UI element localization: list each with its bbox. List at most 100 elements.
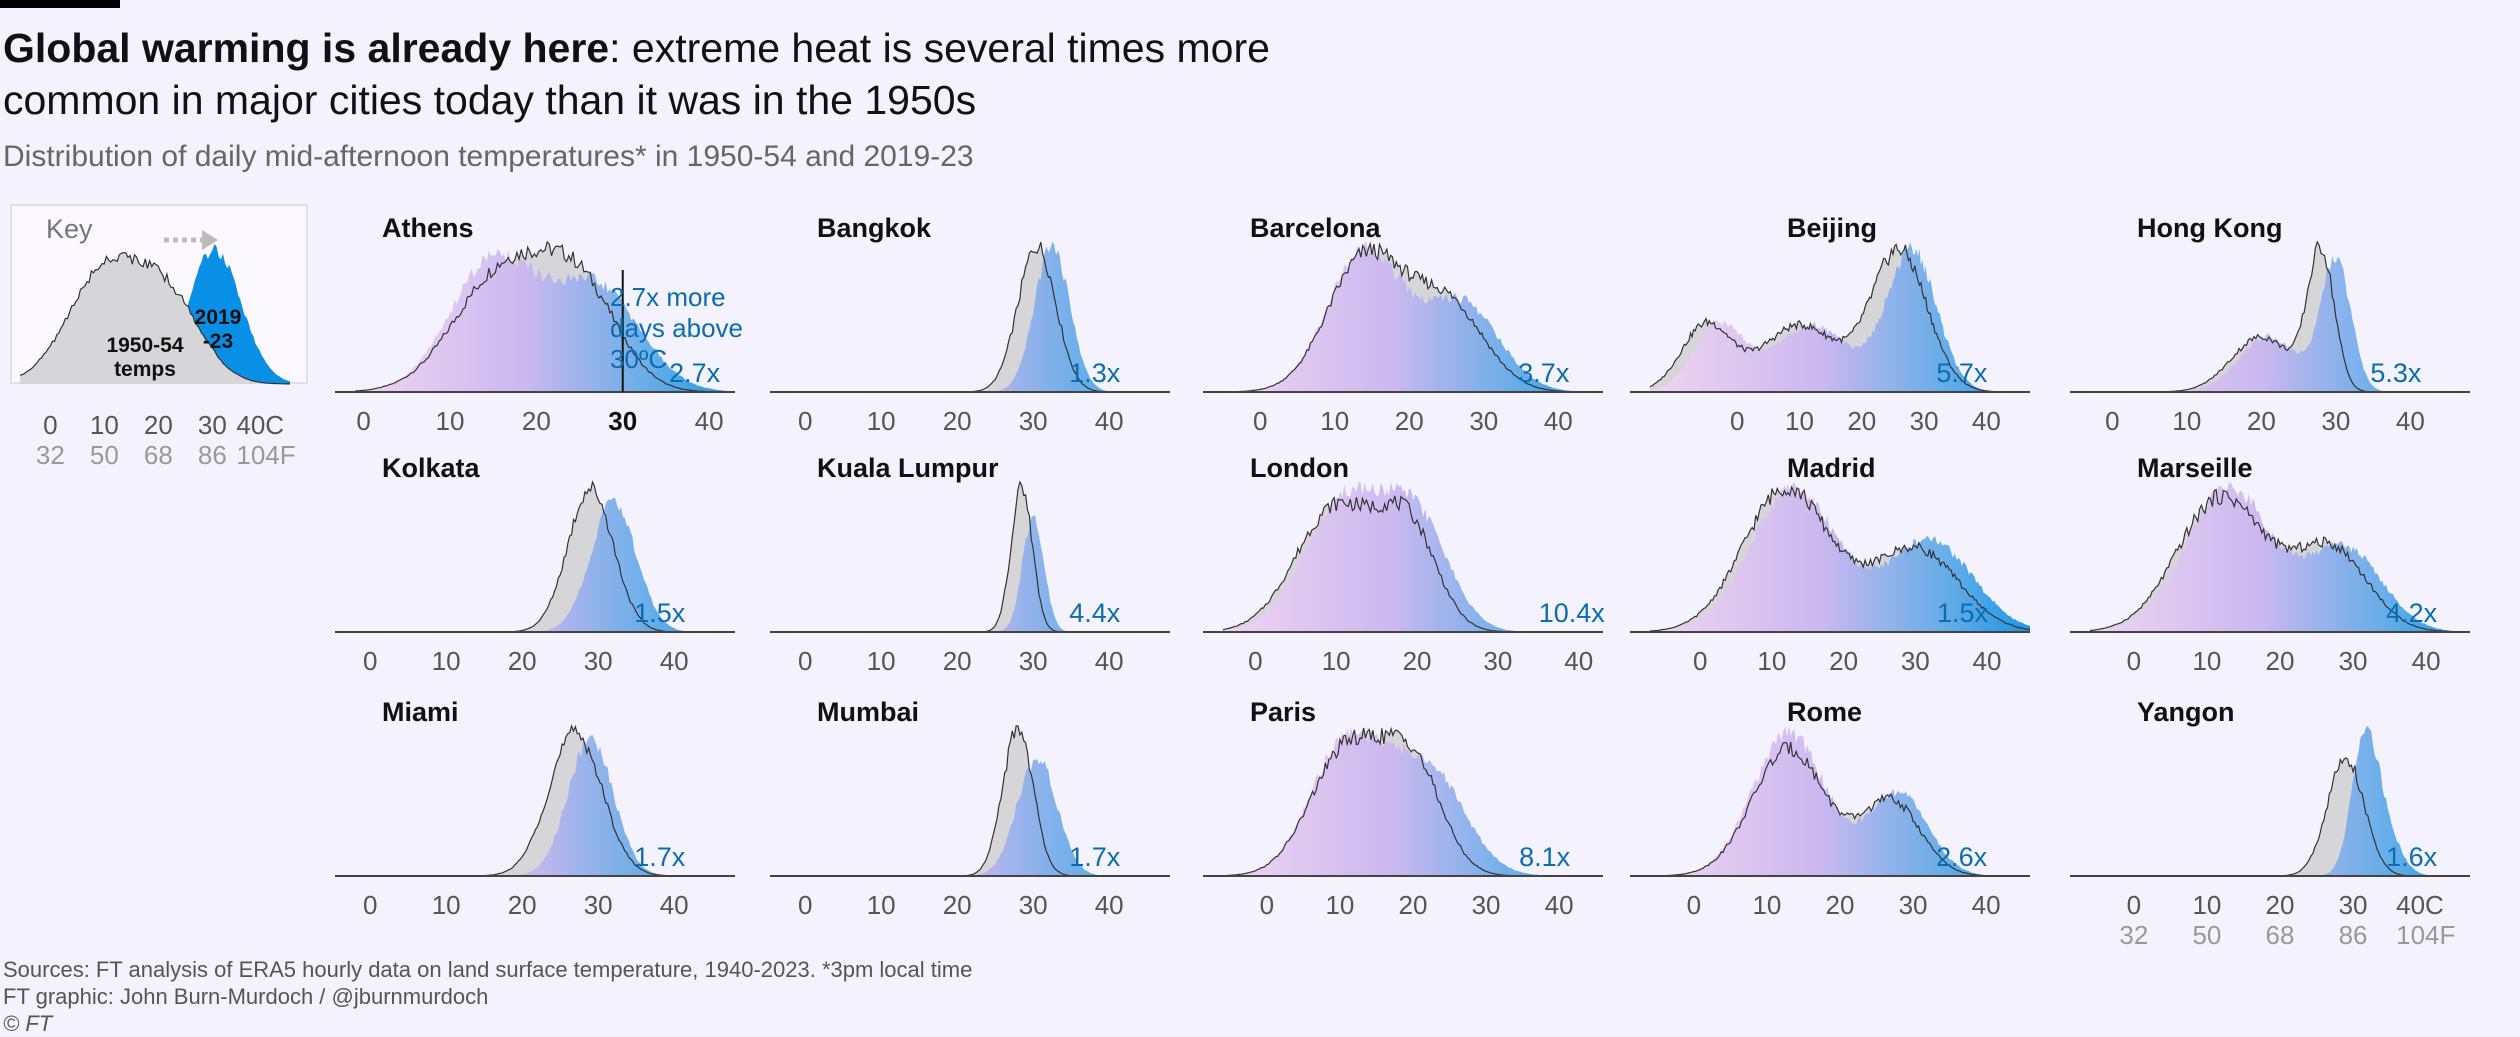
x-tick-label: 10 bbox=[866, 406, 896, 436]
x-tick-label: 40 bbox=[2395, 406, 2425, 436]
area-1950-54 bbox=[355, 726, 735, 876]
area-2019-23 bbox=[2090, 255, 2470, 392]
x-tick-label: 10 bbox=[431, 890, 461, 920]
city-name: Yangon bbox=[2137, 697, 2235, 727]
x-tick-label: 30 bbox=[1469, 406, 1499, 436]
city-name: Athens bbox=[382, 213, 474, 243]
x-tick-label: 0 bbox=[1692, 646, 1708, 676]
ratio-label: 1.3x bbox=[1069, 358, 1121, 388]
x-tick-label: 30 bbox=[583, 646, 613, 676]
x-tick-label: 0 bbox=[797, 406, 813, 436]
area-2019-23 bbox=[1223, 482, 1603, 632]
city-panel bbox=[1630, 242, 2030, 393]
city-panel bbox=[770, 725, 1170, 877]
city-panel bbox=[335, 724, 735, 877]
area-2019-23 bbox=[1650, 726, 2030, 876]
key-tick-label-f: 50 bbox=[89, 440, 119, 470]
city-panel bbox=[335, 240, 735, 393]
city-name: Miami bbox=[382, 697, 459, 727]
outline-1950-54 bbox=[2089, 488, 2470, 633]
sources-note: Sources: FT analysis of ERA5 hourly data… bbox=[3, 957, 973, 982]
key-tick-label-c: 40C bbox=[236, 410, 285, 440]
city-panel bbox=[1630, 482, 2031, 633]
x-tick-label-f: 50 bbox=[2192, 920, 2222, 950]
x-tick-label: 30 bbox=[1471, 890, 1501, 920]
x-tick-label: 0 bbox=[2105, 406, 2120, 436]
area-2019-23 bbox=[1650, 242, 2030, 392]
x-tick-label: 20 bbox=[1394, 406, 1424, 436]
city-panel bbox=[770, 480, 1170, 633]
x-tick-label: 30 bbox=[608, 406, 638, 436]
ratio-label: 10.4x bbox=[1538, 598, 1605, 628]
city-name: Rome bbox=[1787, 697, 1863, 727]
x-tick-label: 0 bbox=[1253, 406, 1268, 436]
area-2019-23 bbox=[355, 249, 735, 392]
city-name: London bbox=[1250, 453, 1349, 483]
x-tick-label: 40 bbox=[1094, 406, 1124, 436]
x-tick-label-f: 68 bbox=[2265, 920, 2295, 950]
city-panel bbox=[2070, 482, 2470, 633]
x-tick-label: 10 bbox=[1785, 406, 1814, 436]
x-tick-label: 40 bbox=[1544, 890, 1574, 920]
x-tick-label: 10 bbox=[2172, 406, 2202, 436]
annotation-line: 30ºC bbox=[610, 344, 668, 374]
ratio-label: 2.6x bbox=[1936, 842, 1988, 872]
annotation-line: days above bbox=[610, 313, 743, 343]
title-bold: Global warming is already here bbox=[3, 25, 610, 71]
city-name: Paris bbox=[1250, 697, 1317, 727]
x-tick-label: 0 bbox=[2126, 890, 2142, 920]
graphic-credit: FT graphic: John Burn-Murdoch / @jburnmu… bbox=[3, 984, 489, 1009]
city-name: Beijing bbox=[1787, 213, 1878, 243]
city-name: Madrid bbox=[1787, 453, 1876, 483]
key-outline-1950-54 bbox=[19, 251, 290, 385]
city-name: Marseille bbox=[2137, 453, 2253, 483]
key-tick-label-c: 10 bbox=[89, 410, 119, 440]
outline-1950-54 bbox=[1649, 243, 2030, 393]
x-tick-label: 10 bbox=[866, 890, 896, 920]
x-tick-label: 40 bbox=[1564, 646, 1594, 676]
key-tick-label-c: 30 bbox=[197, 410, 227, 440]
outline-1950-54 bbox=[1649, 485, 2031, 632]
x-tick-label: 20 bbox=[942, 890, 972, 920]
x-tick-label: 20 bbox=[1825, 890, 1855, 920]
x-tick-label: 0 bbox=[797, 890, 813, 920]
title-rest: : extreme heat is several times more com… bbox=[3, 25, 1270, 123]
city-panel bbox=[1203, 726, 1603, 877]
x-tick-label: 0 bbox=[356, 406, 371, 436]
city-panel bbox=[770, 242, 1170, 393]
key-tick-label-f: 104F bbox=[236, 440, 296, 470]
x-tick-label-f: 86 bbox=[2338, 920, 2368, 950]
x-tick-label: 20 bbox=[2265, 646, 2295, 676]
x-tick-label-f: 104F bbox=[2396, 920, 2456, 950]
ratio-label: 5.3x bbox=[2370, 358, 2422, 388]
x-tick-label: 0 bbox=[1259, 890, 1275, 920]
x-tick-label: 10 bbox=[435, 406, 465, 436]
x-tick-label: 30 bbox=[583, 890, 613, 920]
x-tick-label: 10 bbox=[1757, 646, 1787, 676]
x-tick-label: 40C bbox=[2396, 890, 2444, 920]
athens-annotation: 2.7x more days above 30ºC bbox=[610, 282, 743, 375]
x-tick-label: 30 bbox=[2338, 890, 2368, 920]
x-tick-label-f: 32 bbox=[2119, 920, 2149, 950]
city-name: Kuala Lumpur bbox=[817, 453, 999, 483]
city-name: Kolkata bbox=[382, 453, 480, 483]
city-panel bbox=[2070, 240, 2470, 393]
city-name: Mumbai bbox=[817, 697, 920, 727]
ratio-label: 2.7x bbox=[669, 358, 721, 388]
outline-1950-54 bbox=[354, 240, 735, 393]
city-name: Barcelona bbox=[1250, 213, 1381, 243]
x-tick-label: 0 bbox=[1729, 406, 1745, 436]
x-tick-label: 40 bbox=[659, 890, 689, 920]
key-label-new: 2019 -23 bbox=[194, 306, 242, 353]
x-tick-label: 30 bbox=[1018, 646, 1048, 676]
x-tick-label: 20 bbox=[1847, 406, 1877, 436]
annotation-line: 2.7x more bbox=[610, 282, 726, 312]
x-tick-label: 0 bbox=[362, 890, 378, 920]
x-tick-label: 30 bbox=[1898, 890, 1928, 920]
x-tick-label: 10 bbox=[1321, 646, 1351, 676]
key-label-old: 1950-54 temps bbox=[106, 334, 184, 381]
key-tick-label-f: 32 bbox=[35, 440, 65, 470]
copyright: © FT bbox=[3, 1011, 53, 1036]
x-tick-label: 0 bbox=[797, 646, 813, 676]
ratio-label: 1.6x bbox=[2386, 842, 2438, 872]
